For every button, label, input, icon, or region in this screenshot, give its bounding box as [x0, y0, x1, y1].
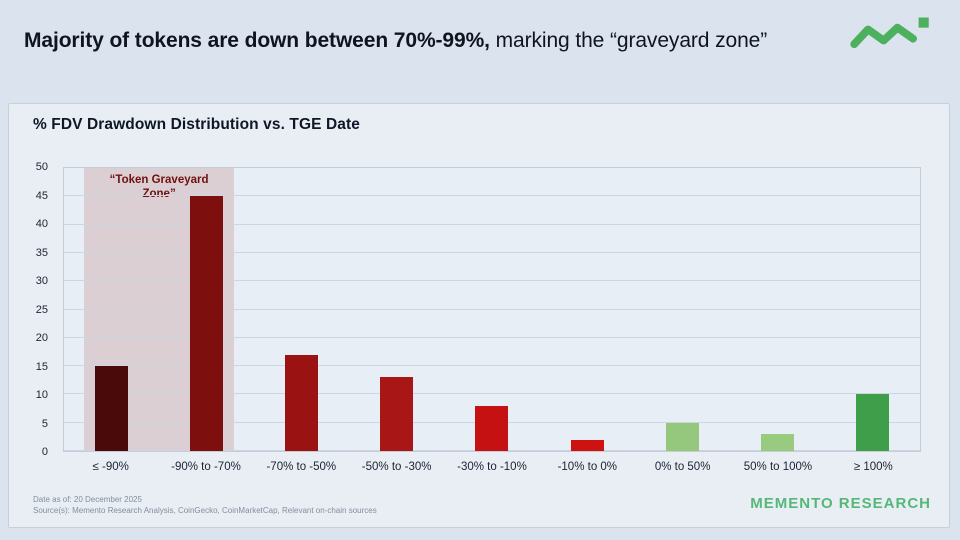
bar [285, 354, 319, 451]
chart-title: % FDV Drawdown Distribution vs. TGE Date [33, 116, 360, 133]
memento-logo-icon [850, 17, 929, 49]
gridline [64, 280, 920, 282]
y-tick-label: 30 [35, 275, 48, 287]
x-tick-label: 50% to 100% [743, 461, 813, 473]
graveyard-zone-label: “Token Graveyard Zone” [109, 174, 209, 200]
gridline [64, 393, 920, 395]
bar [380, 377, 414, 451]
y-tick-label: 15 [35, 360, 48, 373]
bar [665, 422, 699, 451]
bar-slot [540, 168, 635, 451]
footnote: Date as of: 20 December 2025 Source(s): … [33, 494, 377, 516]
brand-wordmark: MEMENTO RESEARCH [750, 495, 931, 512]
bar [190, 196, 224, 451]
date-note: Date as of: 20 December 2025 [33, 495, 142, 504]
y-tick-label: 20 [35, 332, 48, 344]
bar [760, 434, 794, 451]
y-tick-label: 45 [35, 189, 48, 202]
chart-panel: % FDV Drawdown Distribution vs. TGE Date… [8, 103, 950, 528]
x-tick-label: -90% to -70% [171, 461, 241, 473]
bar [95, 366, 129, 451]
bar-slot [635, 168, 730, 451]
y-tick-label: 25 [35, 303, 48, 316]
bar [855, 394, 889, 451]
bar-slot [825, 168, 920, 451]
source-note: Source(s): Memento Research Analysis, Co… [33, 506, 377, 515]
bar [475, 405, 509, 451]
y-axis: 0 5 10 15 20 25 30 35 40 45 50 [9, 161, 56, 458]
bar-slot [730, 168, 825, 451]
y-tick-label: 5 [41, 417, 48, 430]
page-title-emphasis: Majority of tokens are down between 70%-… [24, 29, 490, 52]
x-tick-label: -70% to -50% [266, 461, 337, 473]
y-tick-label: 50 [35, 161, 48, 173]
bar-slot [349, 168, 444, 451]
gridline [64, 365, 920, 367]
x-axis-labels: ≤ -90% -90% to -70% -70% to -50% -50% to -3… [63, 453, 921, 473]
gridline [64, 308, 920, 310]
plot-area: “Token Graveyard Zone” [63, 167, 921, 452]
gridline [64, 336, 920, 338]
x-tick-label: -30% to -10% [457, 461, 527, 473]
bar-slot [444, 168, 539, 451]
y-tick-label: 35 [35, 246, 48, 259]
x-tick-label: ≤ -90% [92, 461, 129, 473]
gridline [64, 251, 920, 253]
gridline [64, 223, 920, 225]
x-tick-label: -10% to 0% [557, 461, 618, 473]
x-tick-label: 0% to 50% [654, 461, 711, 473]
x-tick-label: -50% to -30% [361, 461, 432, 473]
x-tick-label: ≥ 100% [853, 461, 893, 473]
bar-slot [159, 168, 254, 451]
y-tick-label: 0 [41, 446, 48, 458]
bars-layer [64, 168, 920, 451]
bar-slot [254, 168, 349, 451]
y-tick-label: 10 [35, 389, 48, 401]
bar-slot [64, 168, 159, 451]
y-tick-label: 40 [35, 218, 48, 230]
gridline [64, 195, 920, 197]
page-title-rest: marking the “graveyard zone” [495, 29, 768, 52]
bar [570, 439, 604, 451]
page-title: Majority of tokens are down between 70%-… [24, 26, 836, 56]
